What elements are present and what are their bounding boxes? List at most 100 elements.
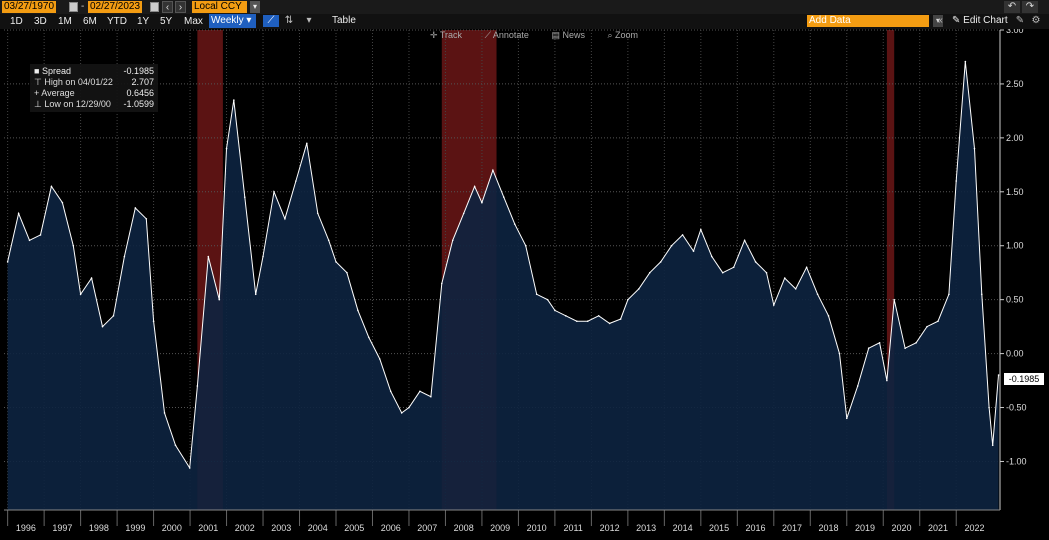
collapse-icon[interactable]: « [937, 15, 943, 26]
data-point [17, 212, 20, 215]
data-point [765, 271, 768, 274]
data-point [856, 385, 859, 387]
y-tick-label: 0.50 [1006, 295, 1024, 305]
range-1y[interactable]: 1Y [137, 16, 150, 27]
date-separator: - [81, 1, 85, 12]
data-point [174, 444, 177, 447]
range-5y[interactable]: 5Y [160, 16, 173, 27]
chevron-down-icon[interactable]: ▾ [250, 1, 260, 13]
range-3d[interactable]: 3D [34, 16, 47, 27]
data-point [152, 320, 155, 323]
y-tick-label: 3.00 [1006, 25, 1024, 35]
currency-select[interactable]: Local CCY [192, 1, 247, 13]
range-ytd[interactable]: YTD [107, 16, 127, 27]
toolbar-ranges: 1D 3D 1M 6M YTD 1Y 5Y Max [0, 14, 1049, 29]
data-point [6, 261, 9, 263]
data-point [316, 212, 319, 215]
calendar-icon[interactable] [150, 2, 159, 12]
sort-icon[interactable]: ⇅ [284, 15, 294, 26]
data-point [389, 390, 392, 393]
track-tool[interactable]: ✛ Track [430, 30, 463, 40]
data-point [72, 244, 75, 247]
range-1m[interactable]: 1M [58, 16, 72, 27]
calendar-icon[interactable] [69, 2, 78, 12]
undo-icon[interactable]: ↶ [1004, 1, 1020, 13]
chevron-down-icon[interactable]: ▾ [933, 15, 943, 27]
data-point [838, 352, 841, 355]
zoom-tool[interactable]: ⌕ Zoom [607, 30, 639, 40]
data-point [123, 255, 126, 258]
frequency-select[interactable]: Weekly ▾ [209, 14, 256, 28]
data-point [134, 207, 137, 209]
x-tick-label: 2019 [855, 523, 875, 533]
x-tick-label: 2000 [162, 523, 182, 533]
x-tick-label: 2005 [344, 523, 364, 533]
data-point [845, 417, 848, 420]
gear-icon[interactable]: ⚙ [1031, 15, 1041, 26]
legend-series[interactable]: ■ Spread [34, 66, 71, 76]
data-point [492, 169, 494, 172]
edit-chart-button[interactable]: ✎ Edit Chart [952, 15, 1008, 26]
data-point [638, 288, 640, 290]
data-point [101, 325, 104, 328]
chart-tools: ✛ Track ⟋ Annotate ▤ News ⌕ Zoom [430, 30, 658, 41]
series-area [6, 60, 1000, 510]
data-point [481, 201, 483, 204]
data-point [743, 239, 746, 242]
x-tick-label: 2002 [235, 523, 255, 533]
table-button[interactable]: Table [332, 15, 356, 26]
data-point [306, 142, 308, 145]
data-point [597, 315, 600, 317]
line-chart-icon[interactable]: ⟋ [263, 15, 279, 27]
legend-low-label: Low on 12/29/00 [44, 99, 111, 109]
x-tick-label: 2010 [527, 523, 547, 533]
annotate-tool[interactable]: ⟋ Annotate [484, 30, 529, 40]
range-1d[interactable]: 1D [10, 16, 23, 27]
data-point [535, 293, 538, 296]
range-6m[interactable]: 6M [83, 16, 97, 27]
news-tool[interactable]: ▤ News [551, 30, 585, 40]
data-point [254, 293, 257, 296]
data-point [163, 412, 166, 414]
data-point [878, 342, 881, 344]
data-point [233, 99, 235, 101]
data-point [948, 293, 950, 296]
data-point [886, 379, 888, 382]
next-arrow-icon[interactable]: › [175, 1, 186, 13]
data-point [670, 244, 673, 247]
edit-icon[interactable]: ✎ [1015, 15, 1025, 26]
data-point [28, 239, 31, 242]
add-data-input[interactable]: Add Data [807, 15, 929, 27]
data-point [39, 234, 42, 236]
data-point [988, 406, 990, 409]
end-date-input[interactable]: 02/27/2023 [88, 1, 143, 13]
data-point [964, 60, 967, 63]
data-point [462, 212, 465, 215]
start-date-input[interactable]: 03/27/1970 [2, 1, 57, 13]
data-point [915, 342, 917, 344]
x-tick-label: 2021 [928, 523, 948, 533]
redo-icon[interactable]: ↷ [1022, 1, 1038, 13]
data-point [926, 325, 928, 328]
chevron-down-icon[interactable]: ▾ [306, 15, 312, 26]
x-tick-label: 2015 [709, 523, 729, 533]
data-point [955, 180, 958, 182]
y-tick-label: -0.50 [1006, 403, 1027, 413]
y-tick-label: -1.00 [1006, 456, 1027, 466]
data-point [732, 266, 735, 269]
data-point [295, 180, 297, 182]
prev-arrow-icon[interactable]: ‹ [162, 1, 173, 13]
data-point [451, 239, 454, 242]
x-tick-label: 2011 [563, 523, 582, 533]
data-point [619, 318, 622, 320]
data-point [61, 201, 64, 204]
data-point [284, 217, 286, 220]
x-tick-label: 2020 [891, 523, 911, 533]
x-tick-label: 1998 [89, 523, 109, 533]
data-point [937, 320, 939, 323]
data-point [773, 304, 775, 306]
data-point [262, 255, 264, 258]
range-max[interactable]: Max [184, 16, 203, 27]
x-tick-label: 2017 [782, 523, 802, 533]
